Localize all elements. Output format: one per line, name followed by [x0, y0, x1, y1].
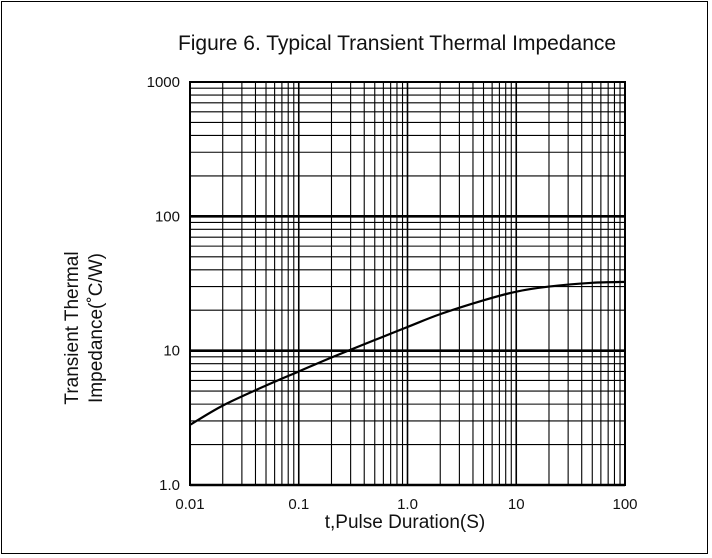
series-line-0: [189, 280, 626, 426]
x-tick-label: 1.0: [397, 496, 418, 513]
y-tick-label: 100: [155, 208, 180, 225]
plot-border: [189, 81, 626, 486]
x-tick-label: 0.01: [175, 496, 204, 513]
chart-title: Figure 6. Typical Transient Thermal Impe…: [177, 32, 617, 55]
x-tick-label: 10: [508, 496, 525, 513]
y-axis-label-line-1: Transient Thermal: [62, 251, 83, 405]
x-tick-label: 100: [612, 496, 637, 513]
y-tick-label: 1.0: [159, 477, 180, 494]
x-tick-label: 0.1: [288, 496, 309, 513]
y-axis-label-line-2: Impedance(˚C/W): [86, 253, 107, 403]
x-axis-label: t,Pulse Duration(S): [324, 512, 486, 533]
series-layer: [189, 280, 626, 426]
tick-labels: 0.01 0.1 1.0 10 100 1.0 10 100 1000: [147, 74, 638, 513]
grid-lines: [189, 81, 626, 487]
y-tick-label: 10: [163, 343, 180, 360]
y-tick-label: 1000: [147, 74, 180, 91]
